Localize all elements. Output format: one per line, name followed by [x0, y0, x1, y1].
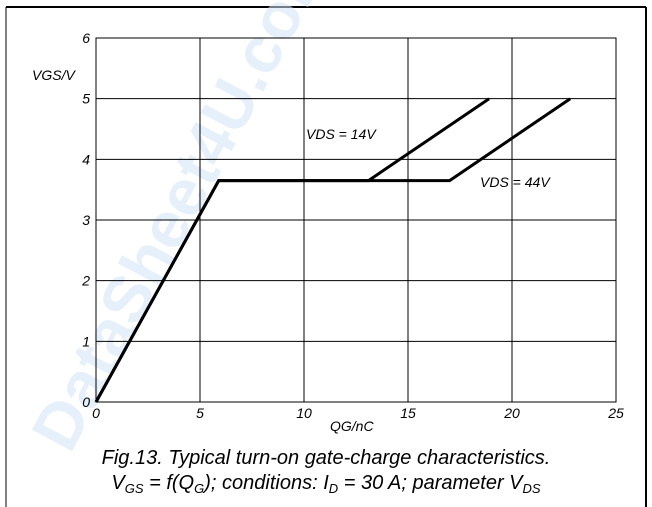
caption-line-2: VGS = f(QG); conditions: ID = 30 A; para… — [10, 471, 642, 496]
series-line-1 — [94, 97, 490, 403]
x-tick-label: 15 — [400, 405, 416, 421]
chart-grid — [95, 37, 617, 403]
y-tick-label: 4 — [82, 151, 90, 167]
y-tick-label: 5 — [82, 91, 90, 107]
y-tick-label: 1 — [82, 333, 90, 349]
caption-conditions: ); conditions: I — [204, 472, 329, 494]
caption-vgs: V — [111, 472, 125, 494]
x-tick-label: 25 — [607, 405, 624, 421]
series-label-2: VDS = 44V — [480, 174, 551, 190]
caption-line-1: Fig.13. Typical turn-on gate-charge char… — [101, 447, 551, 469]
caption-vds-sub: DS — [522, 481, 541, 496]
y-tick-label: 3 — [82, 212, 90, 228]
gate-charge-chart: 0 1 2 3 4 5 6 0 5 10 15 20 25 VGS/V QG/nC VDS = 14V… — [32, 30, 624, 434]
y-tick-label: 6 — [82, 30, 90, 46]
chart-series — [94, 97, 572, 403]
plot-border — [95, 37, 617, 403]
series-line-2 — [94, 97, 572, 403]
x-tick-label: 10 — [296, 405, 312, 421]
series-label-1: VDS = 14V — [306, 126, 377, 142]
caption-id-sub: D — [328, 481, 339, 496]
y-tick-label: 2 — [81, 273, 90, 289]
x-tick-label: 5 — [196, 405, 204, 421]
caption-qg-sub: G — [194, 481, 205, 496]
y-axis-label: VGS/V — [32, 67, 76, 83]
caption-parameter: = 30 A; parameter V — [338, 472, 523, 494]
chart-axes — [95, 37, 617, 403]
caption-vgs-sub: GS — [124, 481, 144, 496]
series-labels: VDS = 14V VDS = 44V — [306, 126, 551, 190]
figure-caption: Fig.13. Typical turn-on gate-charge char… — [10, 446, 642, 496]
x-tick-label: 20 — [503, 405, 520, 421]
x-tick-label: 0 — [92, 405, 100, 421]
y-tick-label: 0 — [82, 394, 90, 410]
x-axis-label: QG/nC — [330, 418, 374, 434]
x-tick-labels: 0 5 10 15 20 25 — [92, 405, 624, 421]
caption-eq: = f(Q — [143, 472, 195, 494]
y-tick-labels: 0 1 2 3 4 5 6 — [81, 30, 90, 410]
